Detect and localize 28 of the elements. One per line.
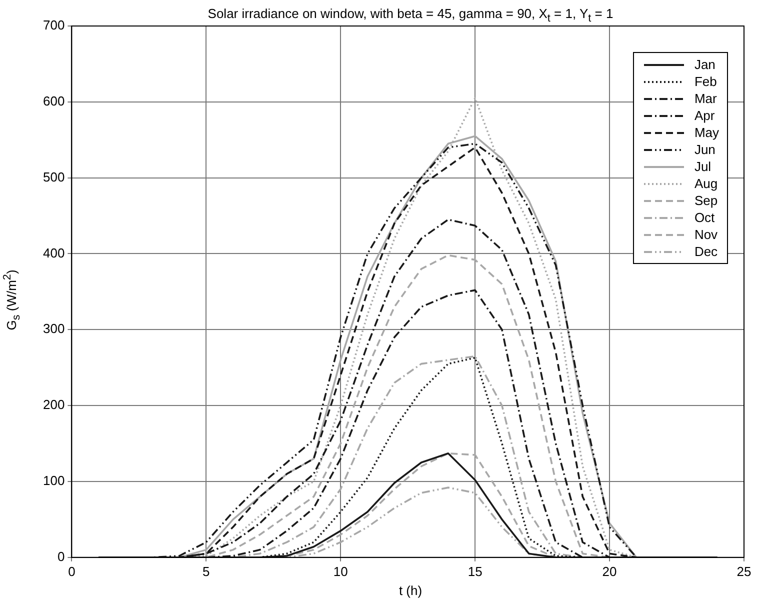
- y-tick-label: 400: [42, 245, 65, 260]
- legend-label: Jan: [694, 57, 716, 72]
- y-tick-label: 700: [42, 18, 65, 33]
- legend-label: Jun: [694, 142, 716, 157]
- legend-label: Jul: [694, 159, 712, 174]
- x-tick-label: 20: [602, 564, 617, 579]
- legend-label: Sep: [694, 193, 718, 208]
- x-axis-title: t (h): [398, 583, 424, 598]
- x-tick-label: 25: [736, 564, 752, 579]
- legend-label: Feb: [694, 74, 717, 89]
- y-tick-label: 300: [42, 321, 65, 336]
- legend-label: Dec: [694, 244, 718, 259]
- y-tick-label: 600: [42, 93, 65, 108]
- legend-label: Oct: [694, 210, 715, 225]
- x-tick-label: 15: [468, 564, 482, 579]
- chart-title: Solar irradiance on window, with beta = 45, gamma = 90, X$_{t}$ = 1, Y$_{t}$ = 1: [206, 6, 614, 25]
- y-tick-label: 500: [42, 169, 65, 184]
- y-tick-label: 0: [57, 548, 65, 564]
- x-tick-label: 0: [68, 564, 76, 579]
- y-tick-label: 200: [42, 397, 65, 412]
- legend-label: Nov: [694, 227, 718, 242]
- legend-label: Apr: [694, 108, 715, 123]
- legend-label: Aug: [694, 176, 718, 191]
- legend-label: Mar: [694, 91, 717, 106]
- legend-label: May: [694, 125, 719, 140]
- y-tick-label: 100: [42, 473, 65, 488]
- x-tick-label: 5: [202, 564, 210, 579]
- x-tick-label: 10: [333, 564, 348, 579]
